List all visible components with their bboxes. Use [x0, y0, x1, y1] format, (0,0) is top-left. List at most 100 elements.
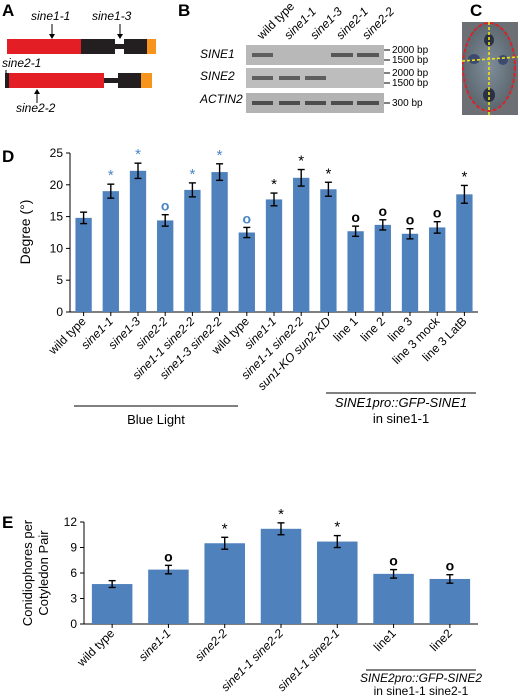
significance-mark: o	[164, 548, 173, 564]
y-tick-label: 25	[50, 146, 64, 160]
bar	[347, 231, 364, 312]
band	[252, 101, 273, 105]
significance-mark: *	[189, 166, 195, 183]
sine2-utr	[141, 73, 152, 88]
y-axis-label-line2: Cotyledon Pair	[36, 530, 51, 616]
sine2-intron-line	[104, 78, 118, 83]
significance-mark: *	[325, 165, 331, 182]
panel-label-d: D	[2, 147, 14, 166]
group-label-sine2pro-line1: SINE2pro::GFP-SINE2	[360, 671, 482, 685]
panel-label-a: A	[2, 1, 14, 20]
bar	[148, 569, 189, 624]
group-label-sine1pro-line2: in sine1-1	[373, 411, 429, 426]
cell-short-axis	[462, 56, 518, 62]
bar	[238, 232, 255, 312]
panel-label-c: C	[470, 1, 482, 20]
bar	[102, 191, 119, 312]
x-tick-label: sine1-1	[136, 626, 174, 664]
band	[279, 101, 300, 105]
sine2-exon	[9, 73, 104, 88]
x-tick-label: wild type	[45, 314, 89, 358]
significance-mark: *	[334, 519, 340, 536]
y-tick-label: 3	[70, 592, 77, 606]
y-axis-label-line1: Conidiophores per	[20, 519, 35, 626]
bar	[320, 189, 337, 312]
y-axis-label: Degree (°)	[17, 200, 33, 265]
band	[331, 101, 353, 105]
marker-2000-sine1: 2000 bp	[392, 45, 429, 56]
marker-1500-sine2: 1500 bp	[392, 78, 429, 89]
bar	[129, 170, 147, 312]
group-label-blue-light: Blue Light	[127, 412, 185, 427]
panel-label-e: E	[2, 513, 13, 532]
significance-mark: *	[135, 146, 141, 163]
sine1-intron-line	[115, 44, 124, 49]
bar	[456, 194, 473, 312]
label-sine1-1: sine1-1	[31, 9, 70, 23]
bar	[204, 543, 245, 624]
sine2-intron	[118, 73, 141, 88]
band	[357, 53, 379, 57]
significance-mark: o	[446, 558, 455, 574]
panel-label-b: B	[178, 1, 190, 20]
significance-mark: *	[108, 167, 114, 184]
sine1-exon	[7, 39, 81, 54]
band	[252, 76, 273, 80]
micrograph	[462, 22, 518, 115]
band	[305, 101, 326, 105]
bar	[211, 172, 228, 312]
bar	[401, 233, 419, 312]
bar	[429, 227, 446, 312]
marker-2000-sine2: 2000 bp	[392, 68, 429, 79]
y-tick-label: 6	[70, 566, 77, 580]
y-tick-label: 10	[50, 241, 64, 255]
bar	[157, 220, 174, 312]
y-tick-label: 9	[70, 541, 77, 555]
sine1-intron-2	[124, 39, 147, 54]
bar	[184, 189, 201, 312]
significance-mark: o	[351, 209, 360, 225]
row-label-sine2: SINE2	[200, 69, 235, 83]
bar	[75, 217, 92, 312]
y-tick-label: 0	[70, 617, 77, 631]
sine1-intron-1	[81, 39, 115, 54]
significance-mark: *	[271, 176, 277, 193]
bar	[260, 528, 302, 624]
label-sine1-3: sine1-3	[92, 9, 132, 23]
group-label-sine1pro-line1: SINE1pro::GFP-SINE1	[335, 395, 467, 410]
x-tick-label: sine2-2	[192, 626, 230, 664]
significance-mark: o	[433, 205, 442, 221]
gene-models	[5, 24, 156, 103]
significance-mark: *	[298, 153, 304, 170]
y-tick-label: 20	[50, 178, 64, 192]
significance-mark: o	[379, 203, 388, 219]
bar	[317, 541, 358, 624]
x-tick-label: line 1	[331, 314, 361, 344]
significance-mark: *	[461, 168, 467, 185]
band	[305, 76, 326, 80]
significance-mark: *	[278, 506, 284, 523]
significance-mark: *	[217, 147, 223, 164]
cell-outline-ellipse	[462, 22, 516, 112]
label-sine2-1: sine2-1	[2, 56, 41, 70]
sine2-start	[5, 73, 9, 88]
row-label-actin2: ACTIN2	[199, 92, 243, 106]
y-tick-label: 12	[64, 515, 78, 529]
significance-mark: o	[406, 212, 415, 228]
band	[252, 53, 273, 57]
gel-images	[246, 45, 390, 113]
x-tick-label: line1	[371, 626, 399, 654]
x-tick-label: line2	[427, 626, 455, 654]
band	[331, 53, 353, 57]
band	[357, 101, 379, 105]
bar	[265, 199, 283, 312]
marker-1500-sine1: 1500 bp	[392, 55, 429, 66]
x-tick-label: line 2	[358, 314, 388, 344]
bar	[429, 578, 471, 624]
significance-mark: o	[161, 198, 170, 214]
gel-sine1	[246, 45, 384, 65]
x-tick-label: wild type	[74, 626, 118, 670]
